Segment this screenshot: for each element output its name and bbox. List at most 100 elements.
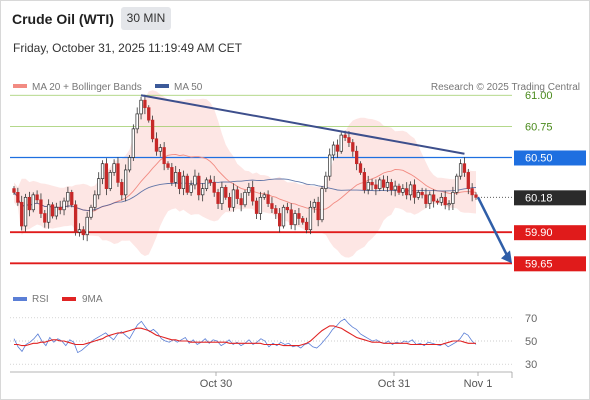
candle-body-down [224,187,228,198]
price-chart: MA 20 + Bollinger Bands MA 50 Research ©… [10,82,586,272]
candle-body-down [81,229,85,236]
candle-body-up [428,194,432,204]
candle-body-up [258,196,263,214]
candle-body-down [420,191,424,196]
candle-body-up [62,200,66,211]
timestamp-row: Friday, October 31, 2025 11:19:49 AM CET [0,38,590,66]
candle-body-up [174,172,178,183]
candle-body-down [285,206,289,211]
projection-arrow-shaft [476,196,510,258]
candle-body-up [158,147,162,152]
candle-body-up [54,206,58,217]
candle-body-down [143,99,147,109]
candle-body-up [416,191,420,198]
chart-header: Crude Oil (WTI) 30 MIN [0,0,590,38]
level-badge-59.65 [514,256,586,272]
candle-body-up [193,175,197,186]
rsi-tick-30: 30 [525,359,537,371]
time-tick-label: Oct 31 [378,378,410,390]
level-label-61.00: 61.00 [525,90,553,102]
candle-body-up [108,172,112,189]
rsi-line [13,318,477,354]
level-label-59.65: 59.65 [525,258,553,270]
candle-body-up [46,204,51,223]
candle-body-up [77,229,82,233]
ma20-legend-label: MA 20 + Bollinger Bands [32,82,142,93]
rsi-tick-70: 70 [525,313,537,325]
candle-body-down [435,200,440,203]
candle-body-up [293,213,297,226]
level-badge-60.50 [514,150,586,166]
candle-body-down [297,213,301,219]
candle-body-up [66,191,70,202]
candle-body-up [447,203,451,206]
price-labels: 61.00 60.75 60.50 59.90 59.65 60.18 [514,90,586,272]
candle-body-down [150,119,155,140]
time-tick-label: Oct 30 [200,378,232,390]
ma50-legend-label: MA 50 [174,82,203,93]
ma9-line [14,325,476,347]
candle-body-up [324,175,328,189]
candle-body-up [331,144,336,156]
candle-body-down [370,182,374,186]
candle-body-down [120,182,124,196]
descending-trendline [140,94,465,155]
candle-body-down [73,204,78,233]
candle-body-down [208,179,213,183]
time-tick-label: Nov 1 [464,378,493,390]
candle-body-down [397,185,401,193]
rsi-legend-swatch [13,297,27,301]
candle-body-up [231,189,236,208]
candle-body-down [443,196,447,206]
ma50-legend-swatch [155,84,169,88]
candle-body-down [12,188,16,193]
price-levels [10,94,512,265]
price-legend: MA 20 + Bollinger Bands MA 50 Research ©… [13,82,580,93]
candle-body-up [243,191,247,206]
candle-body-down [474,194,478,198]
candle-body-down [347,137,351,143]
candle-body-down [177,172,182,189]
candle-body-up [366,182,370,191]
candle-body-down [58,206,62,211]
candle-body-up [408,184,413,196]
current-price-label: 60.18 [525,192,553,204]
candle-body-down [274,208,278,214]
candle-body-up [308,206,313,231]
candle-body-down [343,134,347,138]
candle-body-up [393,185,397,191]
candle-body-up [458,163,463,177]
candle-body-up [127,157,132,171]
timeframe-button[interactable]: 30 MIN [121,7,171,30]
candle-body-down [39,199,43,214]
candle-body-up [385,182,390,188]
level-label-60.50: 60.50 [525,152,553,164]
level-badge-59.90 [514,225,586,241]
candle-body-down [374,184,378,189]
candle-body-down [278,213,282,227]
candle-body-up [93,194,97,208]
candle-body-down [266,194,270,204]
candle-body-down [185,175,189,193]
source-credit: Research © 2025 Trading Central [431,82,580,93]
candle-body-down [304,221,309,231]
candle-body-down [301,218,305,223]
candle-body-down [166,163,170,168]
projection-arrow-head [501,250,512,264]
candle-body-up [97,178,101,196]
rsi-lines [13,318,477,354]
candle-body-down [170,167,174,183]
candle-body-up [123,169,128,196]
candle-body-up [281,206,286,227]
candle-body-down [50,204,55,217]
candle-body-down [212,182,216,193]
candle-body-down [197,175,201,196]
level-label-59.90: 59.90 [525,227,553,239]
bollinger-band-area [14,90,476,258]
candle-body-down [405,188,409,196]
candle-body-down [227,196,232,208]
candle-body-down [358,163,363,173]
candle-body-down [104,163,109,189]
candle-body-down [16,191,20,203]
candle-body-down [381,179,386,188]
